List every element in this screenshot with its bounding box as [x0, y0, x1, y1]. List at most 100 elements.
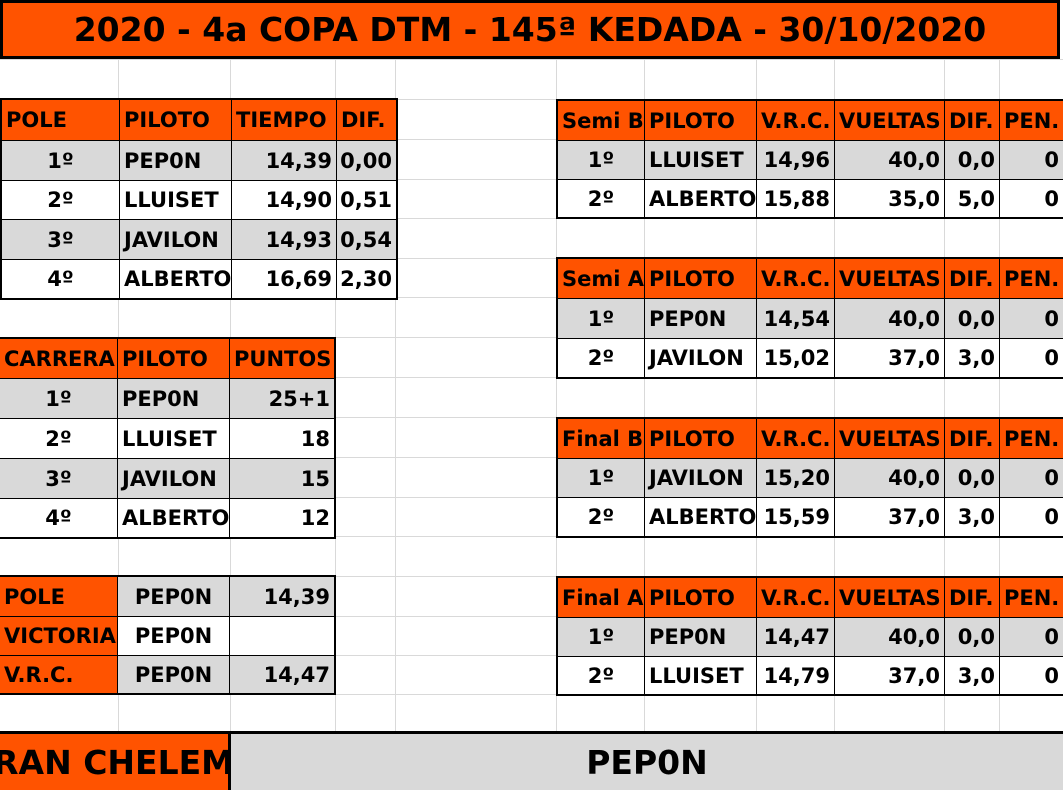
value-cell: [230, 617, 336, 656]
grid-row-line: [0, 139, 1063, 140]
penalty-cell: 0: [1000, 141, 1063, 180]
penalty-cell: 0: [1000, 299, 1063, 339]
points-cell: 18: [230, 419, 336, 459]
table-header-cell: PILOTO: [118, 339, 230, 379]
table-row: 2º LLUISET 18: [0, 419, 336, 459]
pilot-cell: JAVILON: [645, 459, 757, 498]
position-cell: 2º: [558, 180, 645, 219]
table-header-cell: VUELTAS: [835, 578, 945, 618]
diff-cell: 0,0: [945, 299, 1000, 339]
grid-row-line: [0, 616, 1063, 617]
time-cell: 16,69: [232, 260, 337, 300]
table-row: V.R.C. PEP0N 14,47: [0, 656, 336, 695]
vrc-cell: 15,88: [757, 180, 835, 219]
laps-cell: 40,0: [835, 618, 945, 657]
table-header-row: Semi B PILOTO V.R.C. VUELTAS DIF. PEN.: [558, 101, 1063, 141]
table-header-cell: VUELTAS: [835, 419, 945, 459]
grid-row-line: [0, 655, 1063, 656]
grid-row-line: [0, 457, 1063, 458]
position-cell: 3º: [0, 459, 118, 499]
laps-cell: 40,0: [835, 459, 945, 498]
pilot-cell: PEP0N: [118, 577, 230, 617]
position-cell: 1º: [0, 379, 118, 419]
table-header-cell: PILOTO: [120, 100, 232, 141]
table-header-cell: PEN.: [1000, 419, 1063, 459]
table-row: 1º PEP0N 14,39 0,00: [2, 141, 398, 181]
vrc-cell: 14,96: [757, 141, 835, 180]
position-cell: 1º: [558, 459, 645, 498]
pilot-cell: ALBERTO: [118, 499, 230, 539]
pilot-cell: LLUISET: [645, 657, 757, 696]
table-header-cell: V.R.C.: [757, 101, 835, 141]
table-row: 1º JAVILON 15,20 40,0 0,0 0: [558, 459, 1063, 498]
grid-row-line: [0, 218, 1063, 219]
time-cell: 14,93: [232, 220, 337, 260]
table-row: 1º LLUISET 14,96 40,0 0,0 0: [558, 141, 1063, 180]
table-row: 2º ALBERTO 15,59 37,0 3,0 0: [558, 498, 1063, 538]
grid-col-line: [944, 0, 945, 790]
table-header-cell: CARRERA: [0, 339, 118, 379]
vrc-cell: 15,02: [757, 339, 835, 379]
position-cell: 1º: [558, 618, 645, 657]
table-header-cell: Final B: [558, 419, 645, 459]
position-cell: 2º: [0, 419, 118, 459]
pilot-cell: PEP0N: [645, 618, 757, 657]
grid-row-line: [0, 258, 1063, 259]
pilot-cell: ALBERTO: [120, 260, 232, 300]
grid-row-line: [0, 417, 1063, 418]
time-cell: 14,39: [232, 141, 337, 181]
diff-cell: 0,0: [945, 618, 1000, 657]
table-header-cell: TIEMPO: [232, 100, 337, 141]
table-header-row: Semi A PILOTO V.R.C. VUELTAS DIF. PEN.: [558, 259, 1063, 299]
grid-col-line: [999, 0, 1000, 790]
table-header-cell: DIF.: [945, 419, 1000, 459]
table-row: POLE PEP0N 14,39: [0, 577, 336, 617]
table-row: 3º JAVILON 15: [0, 459, 336, 499]
position-cell: 2º: [558, 339, 645, 379]
grid-col-line: [556, 0, 557, 790]
penalty-cell: 0: [1000, 618, 1063, 657]
grid-row-line: [0, 179, 1063, 180]
table-row: 1º PEP0N 14,54 40,0 0,0 0: [558, 299, 1063, 339]
vrc-cell: 14,47: [757, 618, 835, 657]
grid-row-line: [0, 497, 1063, 498]
table-header-cell: PILOTO: [645, 259, 757, 299]
pilot-cell: ALBERTO: [645, 180, 757, 219]
pilot-cell: ALBERTO: [645, 498, 757, 538]
penalty-cell: 0: [1000, 459, 1063, 498]
position-cell: 2º: [558, 657, 645, 696]
position-cell: 1º: [558, 299, 645, 339]
penalty-cell: 0: [1000, 339, 1063, 379]
table-row: 3º JAVILON 14,93 0,54: [2, 220, 398, 260]
table-row: 4º ALBERTO 16,69 2,30: [2, 260, 398, 300]
table-header-cell: V.R.C.: [757, 578, 835, 618]
diff-cell: 0,00: [337, 141, 398, 181]
semi-b-table: Semi B PILOTO V.R.C. VUELTAS DIF. PEN. 1…: [556, 99, 1063, 219]
table-header-cell: VUELTAS: [835, 101, 945, 141]
value-cell: 14,39: [230, 577, 336, 617]
diff-cell: 2,30: [337, 260, 398, 300]
pilot-cell: PEP0N: [118, 379, 230, 419]
diff-cell: 3,0: [945, 657, 1000, 696]
time-cell: 14,90: [232, 181, 337, 220]
grid-col-line: [395, 0, 396, 790]
pilot-cell: JAVILON: [120, 220, 232, 260]
position-cell: 1º: [2, 141, 120, 181]
points-cell: 15: [230, 459, 336, 499]
laps-cell: 37,0: [835, 657, 945, 696]
table-header-cell: PILOTO: [645, 578, 757, 618]
diff-cell: 0,0: [945, 141, 1000, 180]
diff-cell: 3,0: [945, 498, 1000, 538]
grid-col-line: [756, 0, 757, 790]
table-header-cell: PILOTO: [645, 419, 757, 459]
page-title: 2020 - 4a COPA DTM - 145ª KEDADA - 30/10…: [0, 0, 1060, 59]
diff-cell: 0,0: [945, 459, 1000, 498]
pole-table: POLE PILOTO TIEMPO DIF. 1º PEP0N 14,39 0…: [0, 98, 398, 300]
penalty-cell: 0: [1000, 498, 1063, 538]
diff-cell: 3,0: [945, 339, 1000, 379]
penalty-cell: 0: [1000, 180, 1063, 219]
pilot-cell: LLUISET: [645, 141, 757, 180]
table-row: VICTORIA PEP0N: [0, 617, 336, 656]
grid-row-line: [0, 694, 1063, 695]
diff-cell: 0,51: [337, 181, 398, 220]
